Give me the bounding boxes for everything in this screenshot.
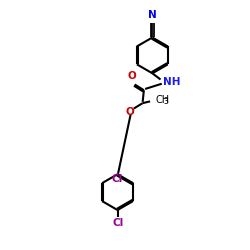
Text: CH: CH [156, 95, 170, 105]
Text: Cl: Cl [111, 174, 122, 184]
Text: O: O [127, 71, 136, 81]
Text: 3: 3 [164, 97, 169, 106]
Text: Cl: Cl [112, 218, 124, 228]
Text: O: O [125, 106, 134, 117]
Text: N: N [148, 10, 157, 20]
Text: NH: NH [162, 77, 180, 87]
